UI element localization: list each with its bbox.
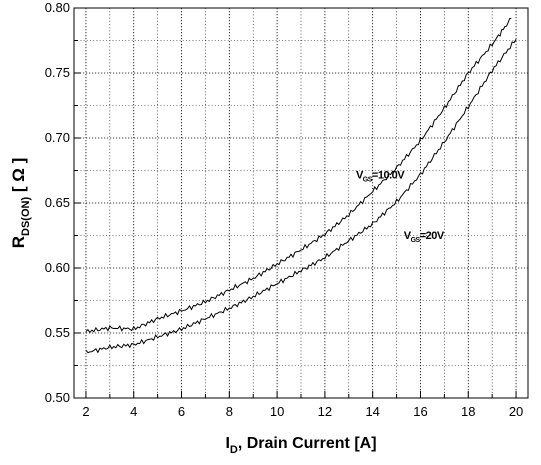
y-tick-label: 0.50 [45, 390, 70, 405]
grid-minor [74, 8, 528, 398]
x-tick-label: 2 [82, 404, 89, 419]
grid-major [74, 7, 528, 399]
x-tick-label: 14 [365, 404, 379, 419]
series-line-1 [85, 17, 512, 334]
y-tick-label: 0.75 [45, 65, 70, 80]
x-tick-label: 4 [130, 404, 137, 419]
x-axis-title: ID, Drain Current [A] [225, 435, 376, 456]
y-tick-label: 0.55 [45, 325, 70, 340]
series-label-2: VGS=20V [404, 230, 445, 244]
y-tick-label: 0.65 [45, 195, 70, 210]
series-line-2 [85, 38, 517, 354]
y-axis-title: RDS(ON) [ Ω ] [9, 158, 32, 249]
x-tick-label: 20 [509, 404, 523, 419]
series-layer [85, 17, 517, 354]
x-tick-label: 18 [461, 404, 475, 419]
y-tick-label: 0.70 [45, 130, 70, 145]
x-tick-label: 16 [413, 404, 427, 419]
x-tick-label: 6 [178, 404, 185, 419]
y-tick-label: 0.60 [45, 260, 70, 275]
x-tick-label: 8 [226, 404, 233, 419]
x-tick-labels: 2 4 6 8 10 12 14 16 18 20 [82, 404, 523, 419]
x-tick-label: 10 [270, 404, 284, 419]
y-tick-label: 0.80 [45, 0, 70, 15]
ticks [74, 7, 517, 399]
annotations: VGS=10.0V VGS=20V [356, 169, 445, 243]
y-tick-labels: 0.50 0.55 0.60 0.65 0.70 0.75 0.80 [45, 0, 70, 405]
series-label-1: VGS=10.0V [356, 169, 405, 183]
x-tick-label: 12 [318, 404, 332, 419]
